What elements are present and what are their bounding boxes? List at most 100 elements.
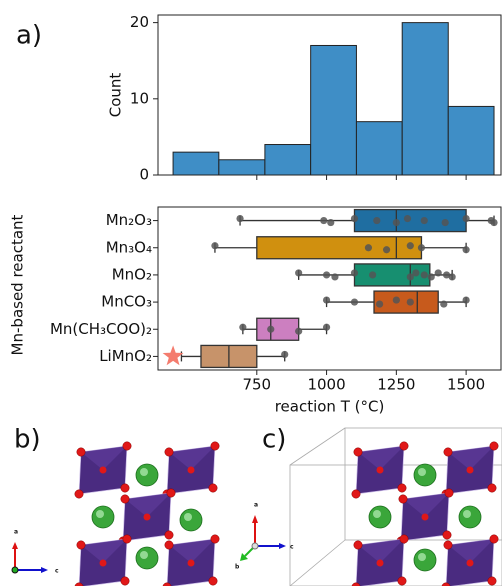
oxygen (120, 576, 130, 586)
lithium-shine (418, 553, 426, 561)
category-label: Mn(CH₃COO)₂ (50, 320, 152, 338)
bar (355, 121, 403, 176)
y-tick-label: 10 (130, 89, 149, 107)
axis-triad-c: a b c (235, 502, 294, 571)
octahedron-face (403, 493, 449, 517)
y-tick-label: 0 (139, 166, 149, 184)
octahedron-face (358, 539, 404, 563)
point (427, 273, 435, 281)
manganese (466, 559, 474, 567)
panel-label: b) (14, 425, 41, 455)
point (420, 216, 428, 225)
oxygen (441, 582, 451, 586)
oxygen (487, 576, 497, 586)
point (420, 271, 428, 279)
octahedron-face (169, 446, 215, 470)
unit-cell (344, 427, 502, 541)
lithium-shine (140, 551, 148, 559)
point (442, 271, 451, 279)
point (211, 242, 219, 250)
lithium (135, 546, 159, 570)
point (322, 323, 331, 331)
point (417, 244, 426, 252)
oxygen (397, 576, 407, 586)
point (322, 271, 331, 279)
oxygen (210, 534, 220, 544)
axes-frame (157, 206, 502, 371)
point (462, 214, 470, 223)
panel-label: a) (16, 21, 42, 51)
point (406, 298, 414, 306)
manganese (187, 559, 195, 567)
category-label: Mn₃O₄ (106, 238, 152, 256)
point (403, 214, 412, 223)
point (412, 269, 420, 277)
point (369, 271, 377, 279)
oxygen (443, 540, 453, 550)
oxygen (444, 488, 454, 498)
oxygen (210, 441, 220, 451)
panel-label: c) (262, 425, 286, 455)
point (239, 323, 247, 331)
point (373, 216, 381, 225)
oxygen (74, 582, 84, 586)
oxygen (487, 483, 497, 493)
oxygen (120, 483, 130, 493)
category-label: MnO₂ (112, 265, 152, 283)
point (350, 214, 359, 223)
oxygen (164, 447, 174, 457)
oxygen (399, 441, 409, 451)
axis-triad-b: a c (11, 529, 59, 575)
oxygen (208, 576, 218, 586)
box (373, 290, 439, 314)
oxygen (120, 494, 130, 504)
x-tick-label: 1250 (377, 376, 415, 394)
unit-cell (289, 427, 346, 466)
category-label: LiMnO₂ (99, 347, 152, 365)
y-axis-label: Count (107, 73, 125, 118)
manganese (187, 466, 195, 474)
bar (172, 151, 220, 176)
point (375, 300, 384, 308)
lithium (91, 505, 115, 529)
x-axis-label: reaction T (°C) (275, 398, 385, 416)
point (350, 298, 359, 306)
point (392, 218, 400, 227)
point (350, 269, 359, 277)
octahedron-face (169, 539, 215, 563)
manganese (143, 513, 151, 521)
point (327, 218, 335, 227)
manganese (466, 466, 474, 474)
oxygen (398, 494, 408, 504)
point (392, 296, 400, 304)
point (267, 325, 275, 333)
oxygen (353, 447, 363, 457)
bar (310, 44, 357, 176)
oxygen (208, 483, 218, 493)
oxygen (351, 582, 361, 586)
lithium-shine (373, 510, 381, 518)
x-tick-label: 750 (242, 376, 271, 394)
manganese (99, 559, 107, 567)
manganese (376, 466, 384, 474)
point (448, 273, 456, 281)
star-marker (162, 345, 184, 366)
bar (447, 105, 495, 176)
point (281, 350, 289, 359)
point (382, 246, 391, 254)
manganese (99, 466, 107, 474)
oxygen (166, 488, 176, 498)
oxygen (351, 489, 361, 499)
oxygen (442, 530, 452, 540)
lithium-shine (96, 510, 104, 518)
point (406, 242, 414, 250)
x-tick-label: 1500 (447, 376, 485, 394)
lithium (135, 463, 159, 487)
oxygen (443, 447, 453, 457)
y-tick-label: 20 (130, 13, 149, 31)
point (295, 269, 303, 277)
point (441, 218, 449, 227)
oxygen (489, 441, 499, 451)
oxygen (164, 530, 174, 540)
oxygen (162, 582, 172, 586)
